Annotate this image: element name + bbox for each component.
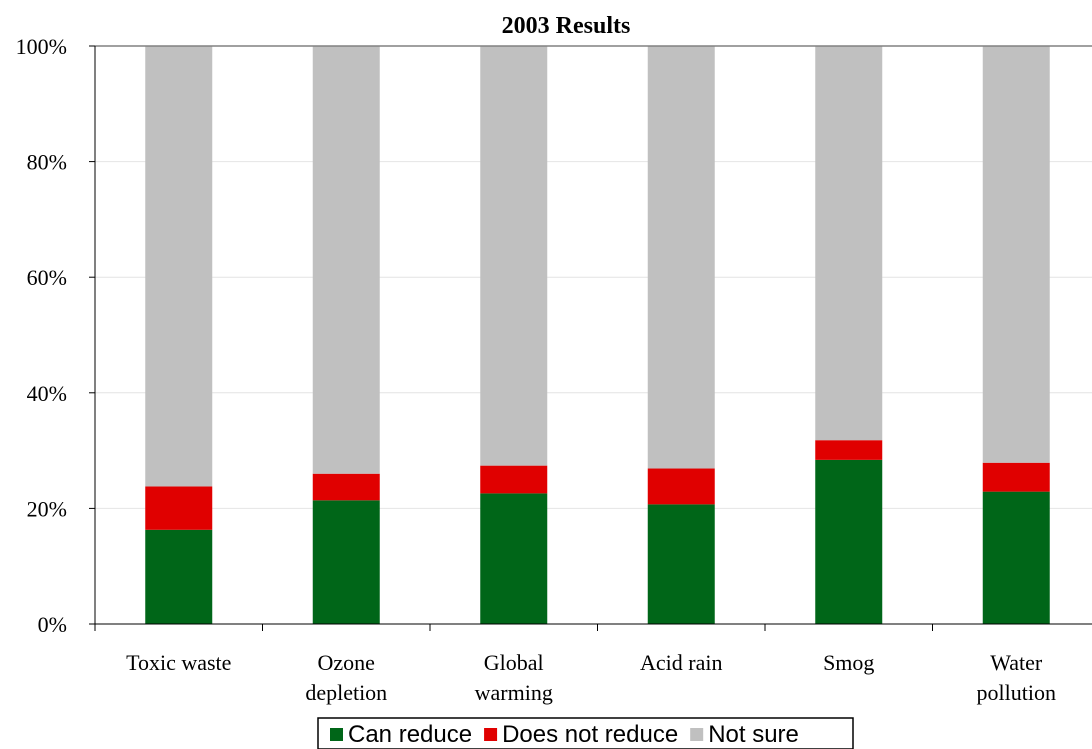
bar-can-reduce <box>647 504 715 624</box>
x-category-label: depletion <box>305 680 387 705</box>
bar-not-sure <box>145 46 213 487</box>
bar-not-sure <box>982 46 1050 463</box>
x-category-label: Toxic waste <box>126 650 231 675</box>
y-tick-label: 40% <box>27 381 67 406</box>
x-category-label: Smog <box>823 650 874 675</box>
gridlines <box>95 161 1092 509</box>
bars <box>145 46 1050 624</box>
bar-does-not-reduce <box>312 473 380 501</box>
x-category-label: Ozone <box>318 650 375 675</box>
y-tick-label: 20% <box>27 496 67 521</box>
x-category-label: Water <box>990 650 1043 675</box>
y-tick-label: 80% <box>27 150 67 175</box>
bar-does-not-reduce <box>647 468 715 505</box>
legend-label-does-not-reduce: Does not reduce <box>502 721 678 748</box>
x-category-label: warming <box>475 680 553 705</box>
bar-can-reduce <box>480 493 548 624</box>
axes <box>89 45 1092 631</box>
legend: Can reduce Does not reduce Not sure <box>317 717 854 749</box>
x-category-label: pollution <box>977 680 1056 705</box>
bar-not-sure <box>815 46 883 441</box>
y-tick-label: 100% <box>16 34 67 59</box>
bar-does-not-reduce <box>480 465 548 494</box>
legend-label-can-reduce: Can reduce <box>348 721 472 748</box>
x-category-labels: Toxic waste Ozone depletion Global warming Ac… <box>126 650 1056 705</box>
y-tick-label: 60% <box>27 265 67 290</box>
bar-can-reduce <box>312 500 380 624</box>
legend-swatch-can-reduce <box>330 728 343 741</box>
legend-box <box>317 717 854 749</box>
bar-can-reduce <box>982 491 1050 624</box>
bar-not-sure <box>647 46 715 469</box>
y-tick-labels: 0% 20% 40% 60% 80% 100% <box>16 34 67 637</box>
legend-label-not-sure: Not sure <box>708 721 799 748</box>
bar-not-sure <box>480 46 548 466</box>
chart-title: 2003 Results <box>502 13 631 39</box>
bar-not-sure <box>312 46 380 474</box>
bar-does-not-reduce <box>982 462 1050 492</box>
legend-swatch-not-sure <box>690 728 704 741</box>
legend-swatch-does-not-reduce <box>484 728 498 741</box>
bar-can-reduce <box>815 459 883 624</box>
bar-does-not-reduce <box>815 440 883 460</box>
bar-can-reduce <box>145 529 213 624</box>
bar-does-not-reduce <box>145 486 213 530</box>
x-category-label: Global <box>484 650 544 675</box>
y-tick-label: 0% <box>38 612 67 637</box>
x-category-label: Acid rain <box>640 650 722 675</box>
